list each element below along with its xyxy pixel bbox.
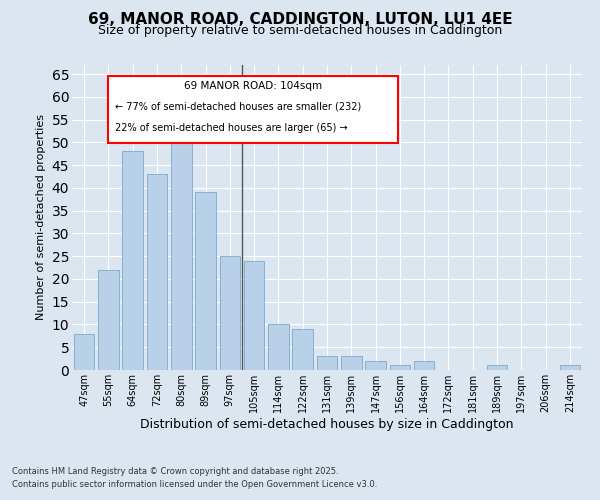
Bar — [195, 192, 216, 370]
Bar — [74, 334, 94, 370]
Text: Size of property relative to semi-detached houses in Caddington: Size of property relative to semi-detach… — [98, 24, 502, 37]
Bar — [365, 361, 386, 370]
Text: 69, MANOR ROAD, CADDINGTON, LUTON, LU1 4EE: 69, MANOR ROAD, CADDINGTON, LUTON, LU1 4… — [88, 12, 512, 28]
Bar — [146, 174, 167, 370]
Bar — [171, 134, 191, 370]
Bar — [414, 361, 434, 370]
Bar — [244, 260, 265, 370]
Bar — [317, 356, 337, 370]
Bar — [122, 152, 143, 370]
Text: 22% of semi-detached houses are larger (65) →: 22% of semi-detached houses are larger (… — [115, 123, 348, 133]
Bar — [487, 366, 508, 370]
Bar — [389, 366, 410, 370]
X-axis label: Distribution of semi-detached houses by size in Caddington: Distribution of semi-detached houses by … — [140, 418, 514, 430]
Y-axis label: Number of semi-detached properties: Number of semi-detached properties — [36, 114, 46, 320]
Bar — [292, 329, 313, 370]
Bar — [341, 356, 362, 370]
Bar — [268, 324, 289, 370]
Text: ← 77% of semi-detached houses are smaller (232): ← 77% of semi-detached houses are smalle… — [115, 102, 362, 112]
Bar — [98, 270, 119, 370]
Bar — [220, 256, 240, 370]
FancyBboxPatch shape — [108, 76, 398, 143]
Text: 69 MANOR ROAD: 104sqm: 69 MANOR ROAD: 104sqm — [184, 81, 322, 91]
Text: Contains HM Land Registry data © Crown copyright and database right 2025.: Contains HM Land Registry data © Crown c… — [12, 467, 338, 476]
Text: Contains public sector information licensed under the Open Government Licence v3: Contains public sector information licen… — [12, 480, 377, 489]
Bar — [560, 366, 580, 370]
